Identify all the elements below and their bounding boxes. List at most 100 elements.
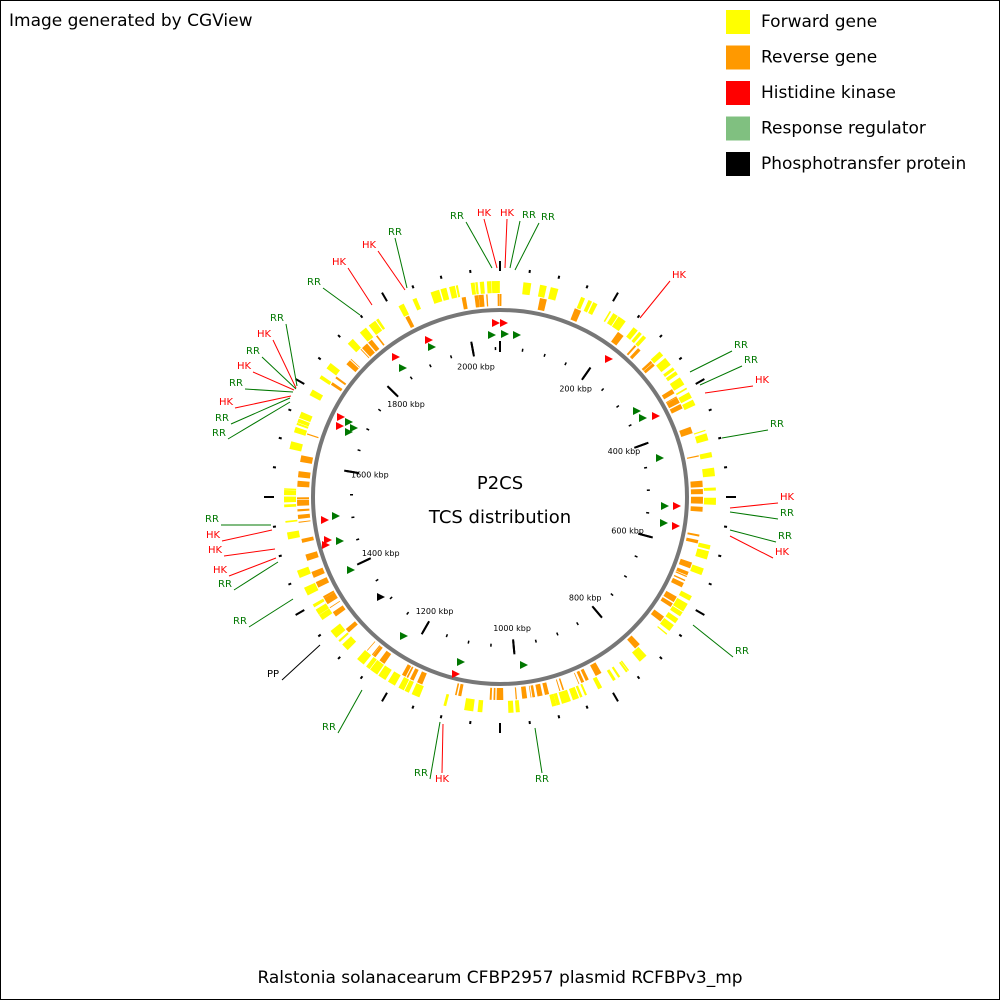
tcs-marker bbox=[428, 343, 436, 351]
callout-label: RR bbox=[541, 212, 555, 223]
reverse-gene bbox=[297, 500, 309, 506]
caption: Ralstonia solanacearum CFBP2957 plasmid … bbox=[257, 968, 742, 988]
callout-label: HK bbox=[500, 208, 515, 219]
tcs-marker bbox=[321, 516, 329, 524]
tick bbox=[629, 425, 632, 426]
reverse-gene bbox=[305, 551, 318, 561]
outer-tick bbox=[586, 706, 587, 709]
tcs-marker bbox=[336, 537, 344, 545]
callout-line bbox=[700, 366, 742, 385]
callout-label: HK bbox=[362, 240, 377, 251]
forward-gene bbox=[690, 564, 704, 575]
outer-tick bbox=[288, 583, 291, 584]
callout-label: RR bbox=[270, 313, 284, 324]
callout-line bbox=[395, 238, 407, 288]
tcs-marker bbox=[425, 336, 433, 344]
forward-gene bbox=[431, 290, 443, 304]
forward-gene bbox=[440, 288, 449, 301]
tick bbox=[611, 594, 613, 596]
reverse-gene bbox=[417, 671, 427, 684]
forward-gene bbox=[304, 583, 318, 596]
forward-gene bbox=[522, 282, 531, 295]
outer-tick bbox=[279, 438, 282, 439]
reverse-gene bbox=[559, 678, 564, 690]
outer-tick bbox=[718, 555, 721, 556]
outer-tick bbox=[382, 693, 387, 702]
forward-gene bbox=[508, 701, 514, 713]
outer-tick bbox=[279, 555, 282, 556]
callout-label: HK bbox=[213, 565, 228, 576]
tick-label: 800 kbp bbox=[569, 593, 602, 602]
forward-gene bbox=[632, 647, 647, 662]
callout-label: RR bbox=[233, 616, 247, 627]
major-tick bbox=[582, 367, 591, 379]
callout-label: HK bbox=[206, 530, 221, 541]
tick-label: 600 kbp bbox=[611, 526, 644, 535]
reverse-gene bbox=[367, 641, 375, 651]
forward-gene bbox=[412, 683, 424, 697]
reverse-gene bbox=[298, 471, 311, 478]
forward-gene bbox=[559, 690, 571, 704]
forward-gene bbox=[464, 698, 475, 711]
reverse-gene bbox=[301, 536, 314, 542]
forward-gene bbox=[548, 287, 558, 301]
callout-line bbox=[262, 357, 296, 389]
forward-gene bbox=[492, 281, 500, 293]
outer-tick bbox=[288, 409, 291, 410]
tick bbox=[617, 406, 619, 408]
callout-line bbox=[222, 530, 272, 541]
reverse-gene bbox=[690, 481, 702, 488]
tick-label: 2000 kbp bbox=[457, 363, 495, 372]
outer-tick bbox=[412, 706, 413, 709]
outer-tick bbox=[638, 676, 640, 678]
callout-label: HK bbox=[755, 375, 770, 386]
forward-gene bbox=[704, 498, 716, 505]
tick bbox=[557, 633, 558, 636]
tick bbox=[366, 429, 369, 430]
outer-tick bbox=[613, 693, 618, 702]
forward-gene bbox=[515, 700, 520, 712]
reverse-gene bbox=[300, 455, 313, 464]
outer-tick bbox=[361, 315, 363, 317]
callout-label: HK bbox=[332, 257, 347, 268]
callout-line bbox=[693, 625, 733, 657]
reverse-gene bbox=[691, 489, 703, 494]
callout-label: RR bbox=[770, 419, 784, 430]
tcs-marker bbox=[337, 413, 345, 421]
callout-line bbox=[640, 281, 670, 318]
tick bbox=[577, 622, 579, 625]
tcs-marker bbox=[392, 353, 400, 361]
outer-tick bbox=[709, 583, 712, 584]
major-tick bbox=[513, 639, 514, 654]
callout-line bbox=[705, 386, 753, 393]
callout-line bbox=[338, 690, 362, 733]
tick bbox=[430, 365, 431, 368]
callout-line bbox=[442, 724, 443, 773]
tcs-marker bbox=[345, 418, 353, 426]
callout-label: RR bbox=[414, 768, 428, 779]
callout-line bbox=[484, 219, 497, 268]
outer-tick bbox=[679, 635, 681, 637]
tcs-marker bbox=[660, 519, 668, 527]
callout-line bbox=[505, 219, 507, 268]
major-tick bbox=[592, 606, 602, 617]
legend-swatch bbox=[726, 152, 750, 176]
reverse-gene bbox=[570, 308, 581, 322]
outer-tick bbox=[586, 285, 587, 288]
outer-tick bbox=[338, 335, 340, 337]
tick bbox=[358, 450, 361, 451]
forward-gene bbox=[704, 488, 716, 491]
forward-gene bbox=[695, 433, 708, 443]
tick bbox=[635, 556, 638, 557]
callout-line bbox=[348, 268, 372, 305]
outer-tick bbox=[412, 285, 413, 288]
reverse-gene bbox=[298, 514, 310, 519]
outer-tick bbox=[558, 276, 559, 279]
forward-gene bbox=[487, 281, 492, 293]
center-subtitle: TCS distribution bbox=[428, 507, 571, 528]
callout-line bbox=[430, 722, 440, 779]
callout-line bbox=[234, 562, 278, 590]
forward-gene bbox=[480, 282, 485, 294]
reverse-gene bbox=[455, 683, 459, 695]
reverse-gene bbox=[462, 297, 468, 310]
